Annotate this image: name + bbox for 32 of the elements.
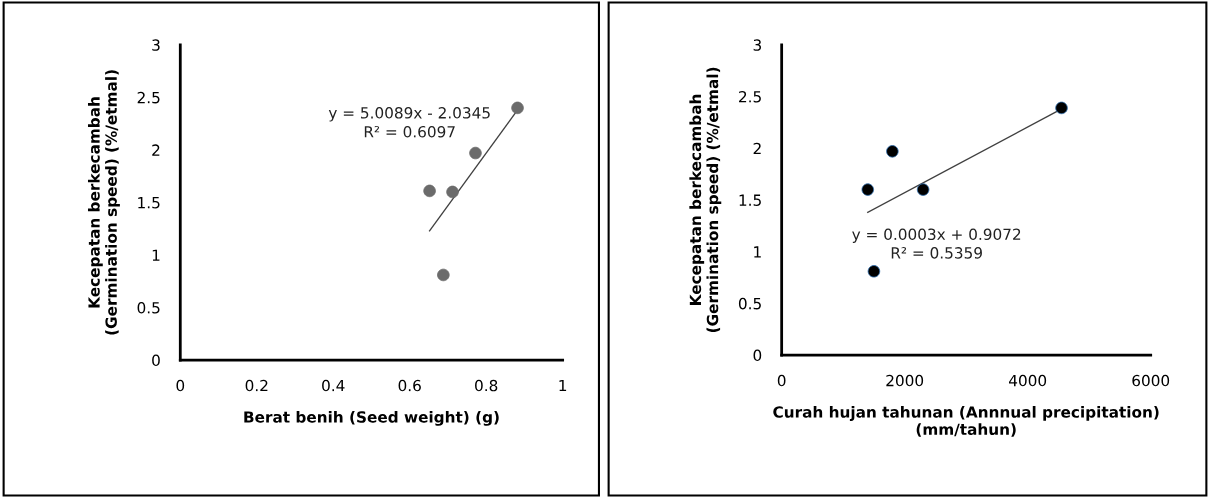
y-tick-label: 0.5 <box>738 297 761 310</box>
annotation: R² = 0.5359 <box>891 247 982 259</box>
x-tick-label: 1 <box>559 379 567 392</box>
x-axis-title: Berat benih (Seed weight) (g) <box>244 410 499 426</box>
y-tick-label: 0 <box>753 349 762 362</box>
y-tick-label: 2.5 <box>137 91 160 104</box>
x-tick-label: 0.4 <box>322 379 345 392</box>
x-axis-title: Curah hujan tahunan (Annnual precipitation) (mm/tahun) <box>773 405 1159 437</box>
x-tick-label: 2000 <box>886 374 924 387</box>
y-tick-label: 2 <box>753 142 761 155</box>
y-axis-title: Kecepatan berkecambah (Germination speed) (%/etmal) <box>87 70 120 335</box>
y-axis-title: Kecepatan berkecambah (Germination speed) (%/etmal) <box>689 67 722 333</box>
x-tick-label: 6000 <box>1132 374 1170 387</box>
x-tick-label: 4000 <box>1009 374 1047 387</box>
x-tick-label: 0 <box>777 374 786 387</box>
annotation: y = 5.0089x - 2.0345 <box>328 107 490 122</box>
annotation: y = 0.0003x + 0.9072 <box>852 228 1021 244</box>
y-tick-label: 1 <box>152 249 160 261</box>
x-tick-label: 0.6 <box>398 379 421 392</box>
x-tick-label: 0 <box>176 379 185 392</box>
y-tick-label: 2.5 <box>739 90 761 103</box>
y-tick-label: 0.5 <box>137 301 160 314</box>
y-tick-label: 2 <box>152 144 160 156</box>
x-tick-label: 0.8 <box>475 379 498 392</box>
x-tick-label: 0.2 <box>245 379 268 392</box>
y-tick-label: 3 <box>152 39 160 51</box>
annotation: R² = 0.6097 <box>364 125 455 138</box>
y-tick-label: 1.5 <box>138 197 160 209</box>
y-tick-label: 1.5 <box>739 194 761 206</box>
y-tick-label: 0 <box>152 354 160 367</box>
y-tick-label: 1 <box>754 246 761 258</box>
y-tick-label: 3 <box>753 39 761 51</box>
